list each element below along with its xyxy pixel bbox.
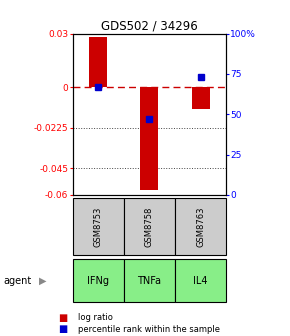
Text: agent: agent: [3, 276, 31, 286]
Text: log ratio: log ratio: [78, 313, 113, 322]
Text: IL4: IL4: [193, 276, 208, 286]
Text: ■: ■: [58, 324, 67, 334]
Text: GSM8753: GSM8753: [94, 207, 103, 247]
Text: ▶: ▶: [39, 276, 47, 286]
Text: ■: ■: [58, 312, 67, 323]
Text: percentile rank within the sample: percentile rank within the sample: [78, 325, 220, 334]
Text: GSM8763: GSM8763: [196, 207, 205, 247]
Bar: [72, 198, 124, 255]
Bar: [175, 198, 226, 255]
Bar: [140, 87, 158, 190]
Bar: [192, 87, 210, 109]
Bar: [124, 259, 175, 302]
Text: IFNg: IFNg: [87, 276, 109, 286]
Bar: [89, 37, 107, 87]
Bar: [124, 198, 175, 255]
Bar: [72, 259, 124, 302]
Bar: [175, 259, 226, 302]
Title: GDS502 / 34296: GDS502 / 34296: [101, 19, 198, 33]
Text: GSM8758: GSM8758: [145, 207, 154, 247]
Text: TNFa: TNFa: [137, 276, 161, 286]
